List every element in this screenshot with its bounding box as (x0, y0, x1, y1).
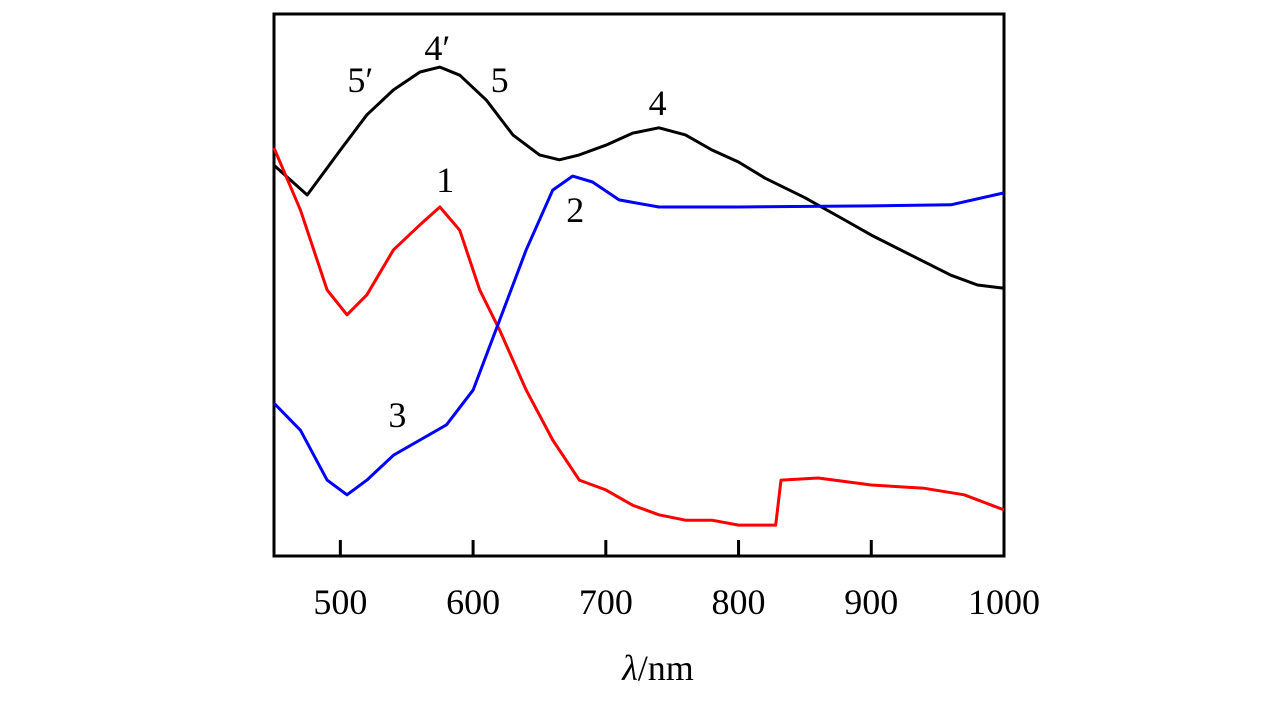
annotations: 5′ 4′ 5 4 1 2 3 (347, 28, 666, 435)
series-line-1 (272, 65, 1005, 290)
curve-label-7: 3 (388, 395, 406, 435)
curve-label-3: 5 (491, 60, 509, 100)
x-tick-label-600: 600 (446, 582, 500, 622)
curve-label-6: 2 (566, 190, 584, 230)
x-tick-label-700: 700 (579, 582, 633, 622)
series-line-2 (272, 147, 1005, 527)
x-axis-label: λ/nm (621, 648, 694, 688)
curve-label-4: 4 (649, 83, 667, 123)
x-tick-label-800: 800 (712, 582, 766, 622)
plot-frame (272, 12, 1006, 558)
x-axis-label-unit: /nm (638, 648, 694, 688)
x-tick-label-1000: 1000 (968, 582, 1040, 622)
series-group (272, 65, 1005, 527)
series-line-3 (272, 174, 1005, 497)
x-axis-label-symbol: λ (621, 648, 638, 688)
x-tick-label-900: 900 (844, 582, 898, 622)
curve-label-5: 1 (436, 160, 454, 200)
x-axis-ticks: 500 600 700 800 900 1000 (313, 540, 1040, 622)
curve-label-2: 4′ (424, 28, 450, 68)
x-tick-label-500: 500 (313, 582, 367, 622)
curve-label-1: 5′ (347, 60, 373, 100)
